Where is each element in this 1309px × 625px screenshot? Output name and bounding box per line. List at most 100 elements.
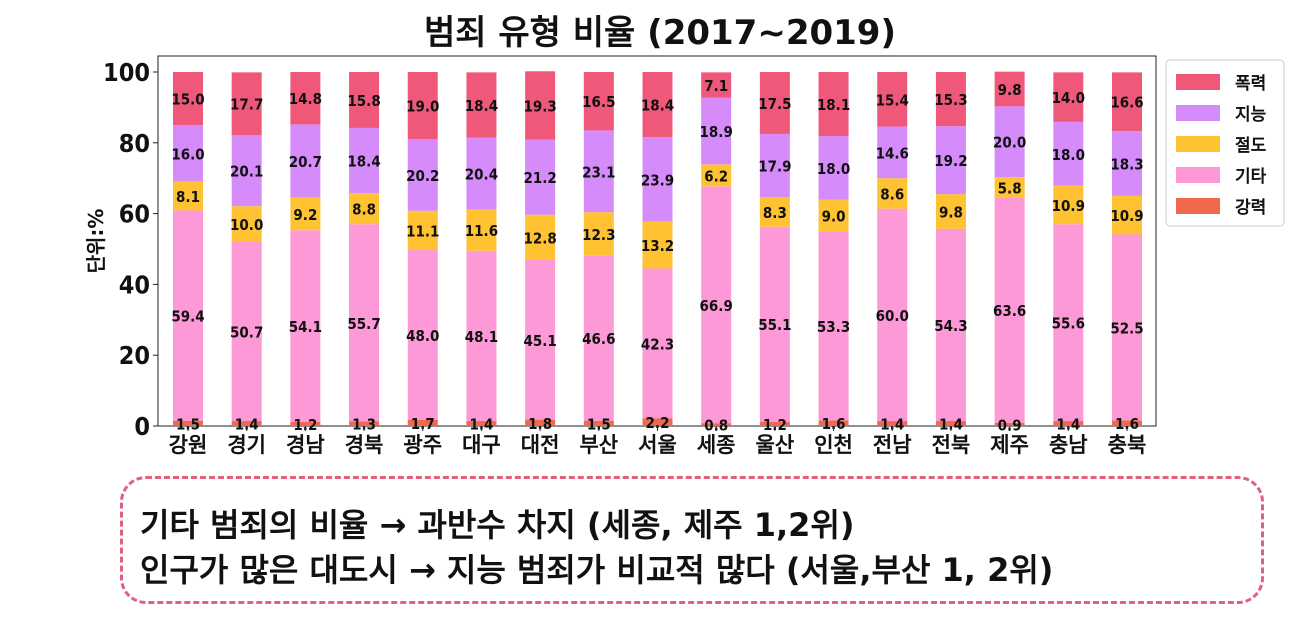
bar-segment [349, 127, 380, 194]
bar-segment [1053, 72, 1084, 122]
data-label: 19.0 [406, 98, 439, 116]
x-tick-label: 경기 [227, 433, 266, 457]
y-tick-label: 80 [119, 129, 150, 158]
data-label: 7.1 [704, 77, 728, 95]
x-tick-label: 전남 [873, 433, 912, 457]
bar-segment [701, 423, 732, 426]
data-labels-layer: 1.5 59.4 8.1 16.0 15.0 1.4 50.7 10.0 20.1 17.7 1.2… [171, 77, 1143, 435]
chart-title: 범죄 유형 비율 (2017~2019) [424, 13, 896, 53]
data-label: 10.0 [230, 216, 263, 234]
data-label: 14.6 [876, 144, 909, 162]
bar-segment [759, 133, 790, 198]
bar-segment [1112, 131, 1142, 196]
bar-segment [818, 136, 849, 200]
bar-segment [173, 181, 203, 211]
bar-segment [583, 130, 614, 213]
bar-segment [290, 421, 321, 426]
bar-segment [642, 221, 673, 269]
bar-segment [407, 72, 438, 140]
data-label: 55.6 [1052, 315, 1085, 333]
y-tick-label: 0 [134, 412, 150, 441]
data-label: 20.2 [406, 167, 439, 185]
bar-segment [818, 72, 849, 137]
legend-label: 절도 [1235, 135, 1267, 156]
legend-swatch [1176, 198, 1220, 214]
legend-label: 강력 [1235, 198, 1266, 218]
bar-segment [173, 420, 203, 426]
bar-segment [583, 420, 614, 426]
bar-segment [877, 208, 908, 422]
x-tick-label: 서울 [638, 433, 677, 457]
bar-segment [994, 106, 1025, 178]
data-label: 8.1 [176, 188, 200, 206]
data-label: 16.5 [582, 93, 615, 111]
data-label: 1.6 [822, 415, 846, 433]
data-label: 20.4 [465, 166, 498, 184]
bar-segment [349, 224, 380, 422]
y-tick-label: 100 [103, 58, 150, 87]
data-label: 59.4 [171, 308, 204, 326]
bar-segment [701, 72, 732, 98]
bar-segment [818, 199, 849, 232]
data-label: 23.1 [582, 163, 615, 181]
data-label: 18.9 [700, 123, 733, 141]
x-tick-label: 광주 [403, 433, 442, 457]
data-label: 14.8 [289, 90, 322, 108]
data-label: 1.7 [411, 415, 435, 433]
data-label: 15.8 [347, 92, 380, 110]
data-label: 20.1 [230, 163, 263, 181]
bar-segment [818, 420, 849, 426]
legend-label: 지능 [1235, 105, 1267, 125]
data-label: 1.4 [235, 416, 259, 434]
data-label: 18.4 [347, 153, 380, 171]
bar-segment [407, 210, 438, 251]
bar-segment [290, 72, 321, 125]
bar-segment [1112, 420, 1142, 426]
bar-segment [231, 421, 262, 426]
legend-swatch [1176, 105, 1220, 121]
bar-segment [525, 214, 556, 260]
bar-segment [290, 197, 321, 231]
data-label: 18.0 [1052, 146, 1085, 164]
x-tick-label: 대전 [521, 433, 560, 457]
legend-swatch [1176, 167, 1220, 183]
x-tick-label: 대구 [462, 433, 501, 457]
data-label: 17.7 [230, 96, 263, 114]
data-label: 54.1 [289, 318, 322, 336]
bar-segment [525, 71, 556, 140]
data-label: 1.4 [880, 416, 904, 434]
data-label: 10.9 [1052, 197, 1085, 215]
bar-segment [759, 421, 790, 426]
stacked-bar-chart: 범죄 유형 비율 (2017~2019) 1.559.48.116.015.01… [84, 13, 1285, 457]
data-label: 1.5 [587, 415, 611, 433]
bar-segment [701, 164, 732, 187]
data-label: 14.0 [1052, 89, 1085, 107]
data-label: 16.6 [1110, 94, 1143, 112]
bar-segment [349, 421, 380, 426]
bar-segment [1053, 121, 1084, 186]
bar-segment [701, 97, 732, 165]
data-label: 20.0 [993, 134, 1026, 152]
data-label: 17.5 [758, 95, 791, 113]
bar-segment [759, 72, 790, 134]
data-label: 1.6 [1115, 415, 1139, 433]
bar-segment [290, 124, 321, 198]
bar-segment [466, 137, 497, 210]
data-label: 6.2 [704, 167, 728, 185]
bar-segment [231, 241, 262, 422]
note-line-2: 인구가 많은 대도시 → 지능 범죄가 비교적 많다 (서울,부산 1, 2위) [140, 551, 1054, 589]
bar-segment [642, 137, 673, 222]
bar-segment [525, 259, 556, 420]
x-tick-label: 충남 [1049, 433, 1088, 457]
bar-segment [407, 250, 438, 420]
bar-segment [935, 228, 966, 422]
x-axis: 강원 경기 경남 경북 광주 대구 대전 부산 서울 세종 울산 인천 전남 전북 제주 충남 충북 [169, 426, 1146, 457]
bar-segment [935, 194, 966, 229]
y-tick-label: 60 [119, 200, 150, 229]
x-tick-label: 강원 [169, 433, 208, 457]
bar-segment [525, 139, 556, 215]
bar-segment [1112, 72, 1142, 132]
legend-swatch [1176, 74, 1220, 90]
data-label: 19.3 [523, 97, 556, 115]
bar-segment [466, 209, 497, 251]
